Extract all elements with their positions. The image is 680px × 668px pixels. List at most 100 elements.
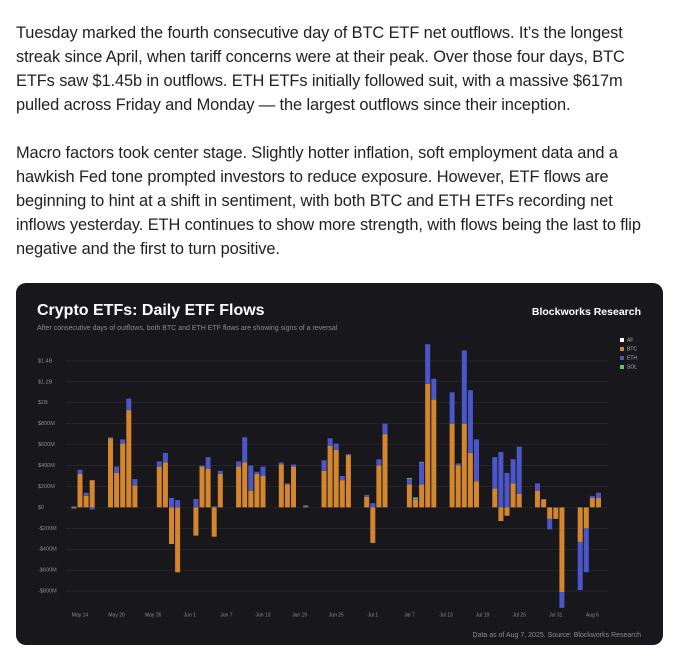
bar-segment	[89, 480, 95, 508]
bar-segment	[211, 506, 217, 508]
bar-segment	[553, 507, 559, 519]
legend-label: ETH	[627, 355, 637, 361]
y-tick-label: -$200M	[38, 526, 57, 532]
y-tick-label: $600M	[38, 442, 55, 448]
bar-segment	[199, 466, 205, 508]
bar-segment	[589, 495, 595, 498]
bar-segment	[553, 507, 559, 508]
y-tick-label: $800M	[38, 421, 55, 427]
y-tick-label: $400M	[38, 463, 55, 469]
bar-segment	[71, 507, 77, 509]
bar-segment	[278, 462, 284, 465]
bar-segment	[71, 506, 77, 508]
bar-segment	[260, 466, 266, 476]
x-tick-label: Jun 13	[255, 612, 270, 618]
bar-segment	[589, 497, 595, 508]
bar-segment	[449, 423, 455, 508]
bar-segment	[364, 494, 370, 497]
bar-segment	[467, 452, 473, 508]
bar-segment	[504, 507, 510, 516]
bar-segment	[419, 461, 425, 463]
bar-segment	[89, 507, 95, 510]
bar-segment	[156, 466, 162, 508]
x-tick-label: Jul 1	[368, 612, 379, 618]
bar-segment	[492, 457, 498, 489]
bar-segment	[126, 410, 132, 508]
bar-segment	[431, 399, 437, 508]
bar-segment	[205, 457, 211, 469]
x-tick-label: Jul 7	[404, 612, 415, 618]
bar-segment	[498, 451, 504, 508]
y-tick-label: $1.2B	[38, 379, 53, 385]
y-tick-label: -$600M	[38, 568, 57, 574]
bar-segment	[83, 492, 89, 496]
bar-segment	[236, 461, 242, 467]
legend-swatch	[620, 365, 624, 369]
bar-segment	[455, 463, 461, 466]
bar-segment	[474, 439, 479, 482]
bar-segment	[498, 507, 504, 521]
bar-segment	[339, 480, 345, 508]
bar-segment	[120, 439, 126, 444]
legend-swatch	[620, 338, 624, 342]
x-tick-label: Jun 19	[292, 612, 307, 618]
chart-subtitle: After consecutive days of outflows, both…	[37, 325, 338, 332]
bar-segment	[193, 499, 199, 508]
bar-segment	[345, 455, 351, 508]
bar-segment	[345, 454, 351, 456]
bar-segment	[217, 473, 223, 508]
bar-segment	[376, 459, 382, 466]
bar-segment	[284, 483, 290, 485]
bar-segment	[77, 469, 83, 474]
bar-segment	[419, 462, 425, 485]
chart: Crypto ETFs: Daily ETF Flows After conse…	[16, 283, 663, 645]
bar-segment	[467, 390, 473, 453]
bar-segment	[242, 462, 248, 508]
bar-segment	[278, 464, 284, 508]
bar-segment	[406, 484, 412, 508]
bar-segment	[339, 476, 345, 481]
bar-segment	[120, 443, 126, 508]
bar-segment	[236, 466, 242, 508]
y-tick-label: -$800M	[38, 589, 57, 595]
bar-segment	[541, 499, 547, 500]
bar-segment	[504, 472, 510, 508]
bar-segment	[596, 497, 601, 508]
legend-label: All	[627, 337, 633, 343]
bar-segment	[577, 541, 583, 591]
bar-segment	[211, 507, 217, 537]
bar-segment	[108, 438, 113, 508]
x-tick-label: Jul 19	[476, 612, 490, 618]
bar-segment	[254, 473, 260, 508]
bar-segment	[413, 499, 418, 500]
bar-segment	[406, 478, 412, 480]
chart-footer: Data as of Aug 7, 2025. Source: Blockwor…	[473, 632, 642, 639]
bar-segment	[175, 500, 181, 508]
bar-segment	[516, 493, 522, 508]
y-tick-label: -$400M	[38, 547, 57, 553]
legend-label: SOL	[627, 364, 637, 370]
bar-segment	[132, 485, 138, 508]
bar-segment	[559, 507, 565, 593]
brand: Blockworks Research	[532, 306, 641, 318]
bar-segment	[108, 437, 113, 439]
x-tick-label: Jun 7	[220, 612, 232, 618]
x-tick-label: Jun 1	[184, 612, 196, 618]
bar-segment	[510, 483, 516, 508]
bar-segment	[419, 484, 425, 508]
bar-segment	[260, 476, 266, 508]
bar-segment	[406, 479, 412, 485]
paragraph: Macro factors took center stage. Slightl…	[16, 144, 641, 258]
bar-segment	[431, 378, 437, 400]
bar-segment	[77, 473, 83, 508]
legend-swatch	[620, 347, 624, 351]
bar-segment	[199, 465, 205, 467]
chart-title: Crypto ETFs: Daily ETF Flows	[37, 302, 265, 319]
bar-segment	[510, 459, 516, 484]
bar-segment	[169, 497, 174, 508]
bar-segment	[205, 468, 211, 508]
bar-segment	[321, 460, 327, 471]
bar-segment	[217, 470, 223, 474]
bar-segment	[303, 505, 309, 507]
